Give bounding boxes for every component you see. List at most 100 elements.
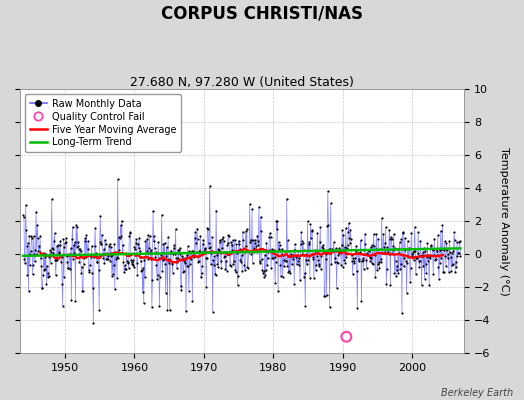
Point [379,230,388,237]
Point [410,247,418,254]
Point [269,255,278,262]
Point [126,229,135,235]
Point [160,239,169,246]
Point [353,305,362,311]
Point [256,260,264,266]
Point [200,248,208,254]
Point [441,253,450,259]
Point [44,270,52,276]
Point [398,230,407,236]
Point [246,239,255,246]
Point [51,272,60,278]
Point [108,273,116,279]
Point [239,249,248,256]
Point [299,240,307,246]
Point [376,246,384,252]
Point [151,254,159,260]
Point [369,261,377,267]
Point [358,257,367,263]
Point [331,259,339,266]
Point [27,248,35,254]
Point [350,260,358,266]
Point [260,252,269,258]
Point [197,274,205,281]
Point [120,269,128,275]
Point [226,263,235,270]
Point [388,247,397,253]
Point [399,263,408,270]
Point [221,266,230,272]
Point [443,255,452,262]
Point [171,226,180,232]
Point [134,241,142,247]
Point [433,252,441,258]
Point [328,245,336,252]
Point [387,234,395,240]
Point [362,257,370,263]
Point [242,243,250,250]
Point [431,256,440,262]
Point [313,253,321,259]
Point [335,245,344,251]
Point [386,281,395,288]
Point [96,212,104,219]
Point [357,237,365,244]
Point [108,252,117,258]
Point [250,245,258,251]
Point [126,230,134,237]
Point [410,224,419,230]
Point [237,252,246,258]
Point [372,230,380,237]
Point [81,238,89,244]
Point [182,252,191,258]
Point [29,233,38,240]
Point [438,222,446,228]
Point [205,183,214,189]
Point [177,283,185,290]
Point [308,228,316,234]
Point [187,256,195,262]
Point [434,264,443,270]
Point [200,245,209,251]
Point [136,248,145,254]
Point [54,242,62,248]
Point [81,235,90,241]
Point [221,252,229,259]
Point [415,263,423,270]
Point [321,256,330,262]
Point [368,242,377,249]
Point [133,260,141,266]
Point [287,251,295,257]
Point [279,252,288,258]
Point [191,235,199,241]
Point [266,230,274,236]
Point [111,286,119,292]
Point [364,246,373,253]
Point [258,267,267,273]
Point [62,252,71,259]
Point [354,250,362,256]
Point [214,246,222,252]
Point [405,246,413,252]
Point [211,270,219,277]
Point [255,258,264,264]
Point [193,235,202,242]
Point [239,237,247,244]
Point [412,271,420,278]
Point [363,250,372,256]
Point [203,255,211,261]
Point [336,248,344,254]
Point [232,241,241,247]
Point [265,234,274,241]
Point [289,256,297,262]
Point [244,248,253,254]
Point [427,243,435,249]
Point [361,230,369,237]
Point [436,259,444,266]
Point [355,250,364,256]
Point [31,247,40,254]
Point [281,248,289,254]
Point [296,277,304,283]
Point [421,261,430,268]
Point [380,244,388,250]
